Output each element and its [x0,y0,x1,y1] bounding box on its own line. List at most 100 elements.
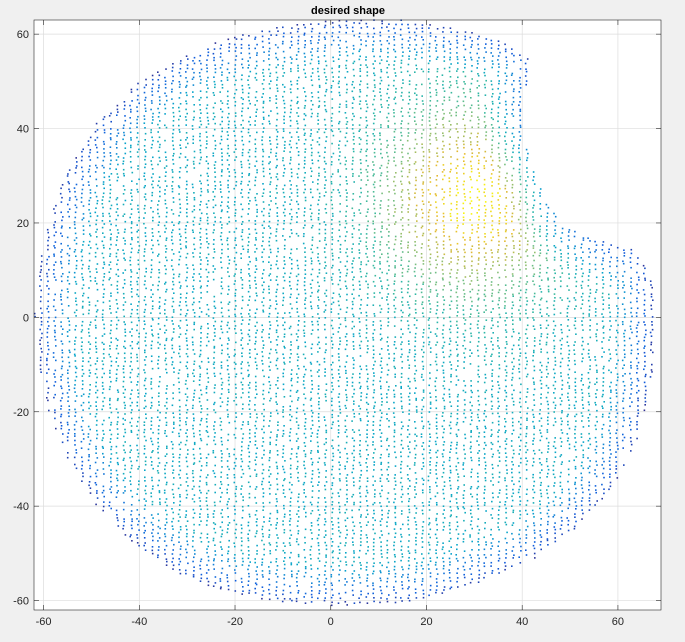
scatter-point [47,231,49,234]
scatter-point [276,106,278,109]
scatter-point [75,375,78,378]
scatter-point [256,321,258,324]
scatter-point [192,560,194,563]
scatter-point [156,416,159,418]
scatter-point [323,574,326,576]
scatter-point [184,228,187,231]
scatter-point [192,480,194,482]
scatter-point [186,208,188,210]
scatter-point [289,188,292,190]
scatter-point [324,530,327,532]
scatter-point [101,316,104,319]
scatter-point [96,469,99,471]
scatter-point [144,388,147,390]
scatter-point [185,439,188,442]
scatter-point [152,524,154,526]
scatter-point [192,91,194,93]
scatter-point [331,528,334,530]
scatter-point [275,493,277,495]
scatter-point [346,384,348,387]
scatter-point [304,571,307,574]
scatter-point [198,273,201,275]
scatter-point [346,192,348,194]
scatter-point [282,433,285,435]
scatter-point [290,248,293,251]
scatter-point [234,59,237,61]
scatter-point [198,485,201,488]
scatter-point [136,444,138,447]
scatter-point [228,112,230,115]
scatter-point [116,457,119,460]
scatter-point [242,590,244,592]
scatter-point [227,585,230,587]
scatter-point [109,308,111,310]
scatter-point [47,239,49,242]
scatter-point [40,265,42,268]
scatter-point [291,575,293,578]
scatter-point [136,122,138,125]
scatter-point [143,217,145,219]
scatter-point [324,60,327,63]
scatter-point [199,489,201,492]
scatter-point [304,341,306,344]
scatter-point [94,171,97,173]
scatter-point [268,68,270,71]
scatter-point [198,72,201,74]
scatter-point [330,120,333,122]
scatter-point [297,324,299,326]
scatter-point [205,344,208,347]
scatter-point [290,199,293,201]
scatter-point [296,389,299,392]
scatter-point [325,304,327,307]
scatter-point [171,508,173,510]
scatter-point [324,44,326,47]
scatter-point [331,207,334,210]
scatter-point [144,296,146,298]
scatter-point [220,44,222,46]
scatter-point [213,295,216,298]
scatter-point [115,509,118,512]
scatter-point [263,227,265,229]
scatter-point [178,221,181,223]
scatter-point [235,263,237,266]
scatter-point [345,564,348,566]
scatter-point [318,407,321,410]
scatter-point [61,349,63,352]
scatter-point [110,295,112,297]
scatter-point [178,263,180,266]
scatter-point [291,599,293,602]
scatter-point [234,590,237,592]
scatter-point [289,413,291,416]
scatter-point [192,516,195,519]
scatter-point [205,457,208,459]
scatter-point [227,558,230,560]
scatter-point [248,228,250,230]
scatter-point [103,247,105,249]
scatter-point [172,331,175,333]
scatter-point [198,355,201,358]
scatter-point [235,341,237,344]
scatter-point [331,545,333,547]
scatter-point [351,396,354,398]
scatter-point [116,208,119,210]
scatter-point [226,488,228,491]
scatter-point [172,564,175,567]
scatter-point [311,596,313,599]
scatter-point [254,76,257,79]
scatter-point [291,384,293,387]
scatter-point [116,291,119,294]
scatter-point [317,178,319,181]
scatter-point [261,359,263,362]
scatter-point [310,144,312,146]
scatter-point [330,311,333,313]
scatter-point [228,216,230,219]
scatter-point [164,524,167,526]
scatter-point [40,269,42,271]
scatter-point [248,163,251,165]
scatter-point [337,44,340,46]
scatter-point [143,384,146,387]
scatter-point [248,319,251,321]
scatter-point [122,385,125,388]
scatter-point [151,74,154,77]
scatter-point [136,132,139,134]
